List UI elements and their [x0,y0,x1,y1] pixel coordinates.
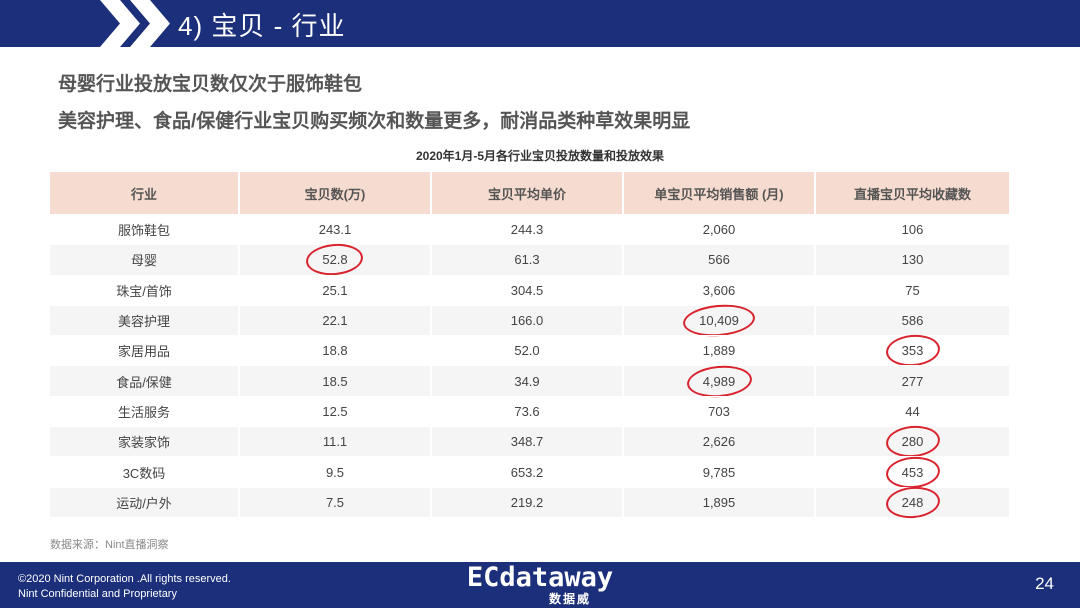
cell-count: 52.8 [240,244,432,275]
cell-avg-sales: 1,895 [624,486,816,517]
column-header-industry: 行业 [50,172,240,214]
cell-avg-favorites: 453 [816,456,1009,486]
cell-avg-price: 348.7 [432,426,624,457]
table-row: 美容护理 22.1 166.0 10,409 586 [50,304,1009,336]
cell-avg-price: 34.9 [432,365,624,396]
highlight-circle: 353 [901,343,924,359]
cell-count: 18.8 [240,335,432,366]
cell-avg-sales: 4,989 [624,365,816,396]
cell-avg-price: 73.6 [432,395,624,427]
column-header-avg-price: 宝贝平均单价 [432,172,624,214]
column-header-avg-favorites: 直播宝贝平均收藏数 [816,172,1009,214]
cell-industry: 运动/户外 [50,486,240,517]
cell-avg-price: 219.2 [432,486,624,517]
cell-industry: 母婴 [50,244,240,275]
table-row: 珠宝/首饰 25.1 304.5 3,606 75 [50,274,1009,305]
cell-avg-price: 244.3 [432,214,624,245]
cell-avg-sales: 3,606 [624,274,816,305]
cell-avg-favorites: 280 [816,426,1009,457]
cell-count: 11.1 [240,426,432,457]
cell-count: 9.5 [240,456,432,487]
table-header-row: 行业 宝贝数(万) 宝贝平均单价 单宝贝平均销售额 (月) 直播宝贝平均收藏数 [50,172,1009,214]
cell-avg-favorites: 44 [816,395,1009,426]
table-row: 运动/户外 7.5 219.2 1,895 248 [50,486,1009,517]
headline-2: 美容护理、食品/保健行业宝贝购买频次和数量更多，耐消品类种草效果明显 [58,111,691,132]
cell-count: 243.1 [240,214,432,245]
cell-industry: 生活服务 [50,395,240,427]
cell-industry: 服饰鞋包 [50,214,240,245]
cell-count: 25.1 [240,274,432,305]
footer-bar: ©2020 Nint Corporation .All rights reser… [0,562,1080,608]
industry-table: 行业 宝贝数(万) 宝贝平均单价 单宝贝平均销售额 (月) 直播宝贝平均收藏数 … [50,172,1009,517]
cell-industry: 3C数码 [50,456,240,487]
highlight-circle: 453 [901,464,924,480]
highlight-circle: 10,409 [699,313,739,329]
table-row: 服饰鞋包 243.1 244.3 2,060 106 [50,214,1009,245]
cell-avg-sales: 2,060 [624,214,816,245]
cell-industry: 家装家饰 [50,426,240,457]
table-row: 3C数码 9.5 653.2 9,785 453 [50,456,1009,487]
highlight-circle: 4,989 [702,373,736,389]
cell-avg-price: 166.0 [432,304,624,336]
cell-count: 22.1 [240,304,432,336]
highlight-circle: 280 [901,434,924,450]
headline-1: 母婴行业投放宝贝数仅次于服饰鞋包 [58,74,363,95]
ecdataway-logo: ECdataway 数据威 [455,564,625,608]
cell-avg-price: 61.3 [432,244,624,275]
cell-count: 12.5 [240,395,432,427]
cell-avg-sales: 1,889 [624,335,816,366]
cell-count: 7.5 [240,486,432,517]
table-row: 家装家饰 11.1 348.7 2,626 280 [50,426,1009,457]
cell-avg-sales: 2,626 [624,426,816,457]
page-number: 24 [1035,574,1054,593]
copyright-line-1: ©2020 Nint Corporation .All rights reser… [18,573,231,585]
copyright: ©2020 Nint Corporation .All rights reser… [18,572,231,602]
cell-industry: 珠宝/首饰 [50,274,240,305]
cell-avg-sales: 10,409 [624,304,816,336]
header-bar: 4) 宝贝 - 行业 [0,0,1080,47]
highlight-circle: 52.8 [322,252,348,268]
copyright-line-2: Nint Confidential and Proprietary [18,588,177,600]
table-title: 2020年1月-5月各行业宝贝投放数量和投放效果 [415,149,665,163]
cell-industry: 食品/保健 [50,365,240,396]
table-row: 食品/保健 18.5 34.9 4,989 277 [50,365,1009,396]
cell-avg-favorites: 248 [816,486,1009,517]
cell-industry: 美容护理 [50,304,240,336]
highlight-circle: 248 [901,494,924,510]
data-source-note: 数据来源：Nint直播洞察 [50,539,169,551]
chevron-right-icon [100,0,170,47]
cell-avg-favorites: 353 [816,335,1009,365]
table-row: 母婴 52.8 61.3 566 130 [50,244,1009,275]
table-row: 家居用品 18.8 52.0 1,889 353 [50,335,1009,366]
cell-avg-price: 653.2 [432,456,624,487]
cell-avg-favorites: 75 [816,274,1009,305]
cell-avg-price: 52.0 [432,335,624,366]
cell-avg-sales: 566 [624,244,816,275]
column-header-avg-sales: 单宝贝平均销售额 (月) [624,172,816,214]
cell-avg-sales: 703 [624,395,816,427]
logo-subtext: 数据威 [548,592,591,606]
cell-avg-price: 304.5 [432,274,624,305]
cell-count: 18.5 [240,365,432,396]
table-row: 生活服务 12.5 73.6 703 44 [50,395,1009,427]
cell-avg-sales: 9,785 [624,456,816,487]
cell-avg-favorites: 130 [816,244,1009,275]
cell-avg-favorites: 277 [816,365,1009,396]
column-header-count: 宝贝数(万) [240,172,432,214]
page-title: 4) 宝贝 - 行业 [178,11,346,41]
cell-avg-favorites: 106 [816,214,1009,244]
logo-wordmark: ECdataway [466,562,614,593]
cell-avg-favorites: 586 [816,304,1009,336]
cell-industry: 家居用品 [50,335,240,366]
